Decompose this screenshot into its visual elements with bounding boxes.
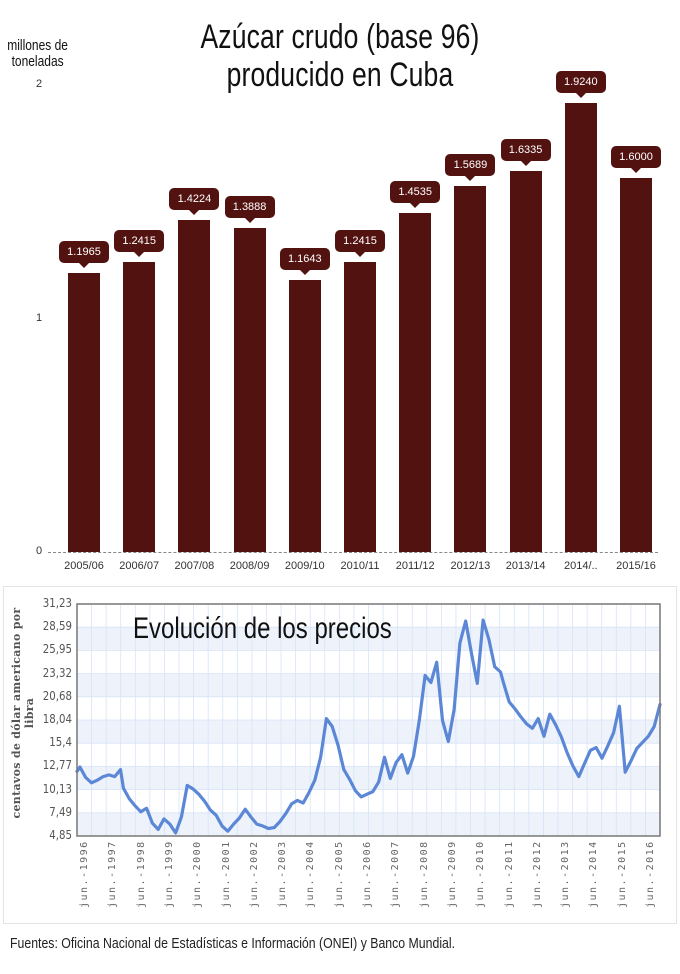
price-x-tick-label: jun.-1997: [107, 840, 119, 908]
x-category-label: 2005/06: [64, 560, 104, 572]
price-y-tick-label: 23,32: [42, 665, 72, 680]
bar-value-label: 1.6000: [611, 146, 661, 174]
chart-title-line-1: Azúcar crudo (base 96): [200, 18, 480, 56]
x-category-label: 2009/10: [284, 560, 325, 572]
x-category-label: 2014/..: [563, 560, 598, 572]
x-category-label: 2011/12: [395, 560, 435, 572]
price-x-tick-label: jun.-2012: [531, 840, 543, 908]
price-y-tick-label: 7,49: [49, 804, 72, 819]
price-x-tick-label: jun.-2002: [248, 840, 260, 908]
price-line: [75, 618, 662, 835]
bar-value-label: 1.5689: [445, 153, 496, 181]
price-y-tick-label: 18,04: [42, 712, 72, 726]
bar: [399, 212, 432, 552]
bar: [178, 219, 211, 552]
bar-value-label: 1.2415: [335, 230, 385, 258]
price-x-tick-label: jun.-2000: [192, 840, 204, 908]
price-y-tick-label: 10,13: [42, 781, 72, 796]
price-y-axis-label: centavos de dólar americano por libra: [10, 607, 36, 819]
price-y-tick-label: 15,4: [49, 735, 72, 750]
bar-value-label: 1.4535: [390, 180, 441, 208]
price-y-tick-label: 4,85: [49, 828, 72, 842]
x-category-label: 2010/11: [340, 560, 380, 572]
bar: [509, 170, 542, 552]
bar: [344, 262, 376, 552]
bar-value-label: 1.9240: [555, 70, 606, 98]
bar: [123, 262, 156, 552]
x-category-label: 2013/14: [505, 560, 546, 572]
y-unit-line-1: millones de: [7, 37, 68, 54]
x-category-label: 2006/07: [119, 560, 160, 572]
price-y-tick-label: 12,77: [42, 758, 72, 773]
price-x-tick-label: jun.-2010: [475, 840, 487, 908]
price-y-tick-label: 25,95: [42, 642, 72, 657]
x-category-label: 2007/08: [174, 560, 215, 572]
price-y-tick-label: 28,59: [42, 619, 72, 634]
price-x-tick-label: jun.-2007: [390, 840, 402, 908]
x-category-label: 2015/16: [616, 560, 656, 572]
y-unit-line-2: toneladas: [11, 53, 64, 70]
bar-value-label: 1.1965: [59, 240, 109, 268]
y-tick-label: 1: [36, 311, 43, 324]
price-x-tick-label: jun.-2015: [616, 840, 628, 908]
x-category-label: 2008/09: [229, 560, 270, 572]
price-chart-title: Evolución de los precios: [133, 612, 392, 645]
bar-value-label: 1.4224: [169, 187, 220, 215]
bar-value-label: 1.2415: [114, 230, 165, 258]
price-x-tick-label: jun.-2001: [220, 840, 232, 908]
y-tick-label: 2: [36, 78, 43, 90]
price-line-chart: [75, 603, 662, 837]
bar: [233, 227, 266, 552]
bar-value-label: 1.3888: [224, 195, 275, 223]
y-tick-label: 0: [36, 545, 43, 557]
bar: [564, 102, 597, 552]
price-x-tick-label: jun.-2003: [277, 840, 289, 908]
y-axis-unit-label: millones de toneladas: [4, 38, 71, 70]
bar: [288, 280, 321, 552]
x-axis-baseline: [48, 552, 658, 553]
price-x-tick-label: jun.-2006: [362, 840, 373, 908]
chart-title-line-2: producido en Cuba: [226, 56, 454, 94]
price-y-tick-label: 31,23: [42, 596, 72, 610]
price-x-tick-label: jun.-1996: [79, 840, 90, 908]
x-category-label: 2012/13: [450, 560, 491, 572]
source-note: Fuentes: Oficina Nacional de Estadística…: [10, 935, 456, 952]
price-x-tick-label: jun.-2011: [503, 840, 515, 908]
price-x-tick-label: jun.-2005: [333, 840, 345, 908]
price-x-tick-label: jun.-2013: [560, 840, 572, 908]
chart-title: Azúcar crudo (base 96) producido en Cuba: [192, 18, 488, 94]
price-x-tick-label: jun.-2009: [446, 840, 458, 908]
price-x-tick-label: jun.-1998: [135, 840, 147, 908]
bar: [68, 272, 100, 552]
price-x-tick-label: jun.-2016: [645, 840, 656, 908]
price-x-tick-label: jun.-2008: [418, 840, 430, 908]
price-y-tick-label: 20,68: [42, 688, 72, 703]
price-x-tick-label: jun.-1999: [163, 840, 175, 908]
bar-value-label: 1.6335: [500, 138, 551, 166]
bar: [454, 185, 487, 552]
bar-value-label: 1.1643: [279, 248, 330, 276]
price-x-tick-label: jun.-2014: [588, 840, 600, 908]
bar: [620, 178, 652, 552]
price-x-tick-label: jun.-2004: [305, 840, 317, 908]
